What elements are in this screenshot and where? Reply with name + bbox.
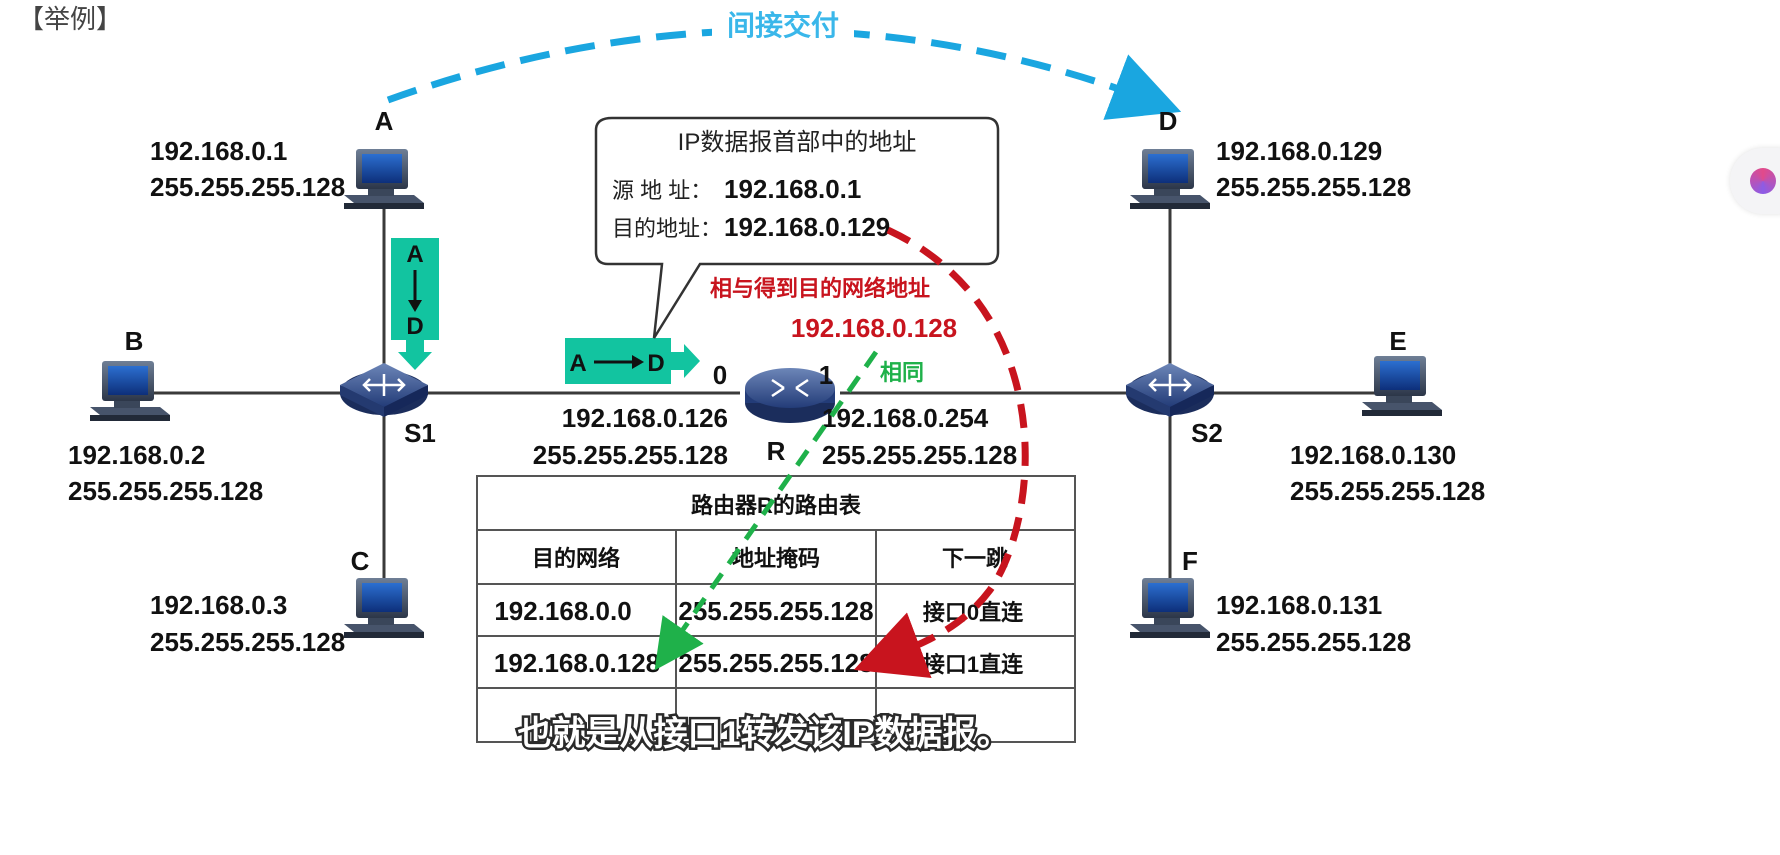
packet-vertical-from: A [406,241,423,268]
brain-icon [1750,168,1776,194]
host-b-mask: 255.255.255.128 [68,476,263,506]
host-e: E 192.168.0.130 255.255.255.128 [1290,326,1485,506]
router-port0-label: 0 [713,360,727,390]
host-a-name: A [375,106,394,136]
host-a-ip: 192.168.0.1 [150,136,287,166]
host-b-name: B [125,326,144,356]
same-network-arrow [654,350,879,671]
switch-s1: S1 [338,361,436,448]
packet-horizontal-to: D [647,350,664,377]
host-d-mask: 255.255.255.128 [1216,172,1411,202]
routing-table-title: 路由器R的路由表 [691,493,862,518]
same-label: 相同 [880,360,924,385]
router-port1-mask: 255.255.255.128 [822,440,1017,470]
and-result-value: 192.168.0.128 [791,313,957,343]
host-b: B 192.168.0.2 255.255.255.128 [68,326,263,506]
host-c: C 192.168.0.3 255.255.255.128 [150,546,424,657]
host-a-mask: 255.255.255.128 [150,172,345,202]
host-d-name: D [1159,106,1178,136]
assistant-side-button[interactable] [1730,148,1780,214]
routing-table-cell: 255.255.255.128 [678,596,873,626]
routing-table-cell: 接口1直连 [923,652,1024,677]
router-name: R [767,436,786,466]
router-port0-mask: 255.255.255.128 [533,440,728,470]
packet-vertical: A D [391,238,439,370]
callout-src-label: 源 地 址： [612,178,712,203]
host-e-name: E [1389,326,1406,356]
router-port1-label: 1 [819,360,833,390]
subtitle-caption: 也就是从接口1转发该IP数据报。 [517,715,1010,753]
packet-horizontal: A D [565,338,700,384]
router-r: R 0 1 192.168.0.126 255.255.255.128 192.… [533,360,1017,470]
host-f: F 192.168.0.131 255.255.255.128 [1130,546,1411,657]
packet-horizontal-from: A [569,350,586,377]
host-c-ip: 192.168.0.3 [150,590,287,620]
host-a: A 192.168.0.1 255.255.255.128 [150,106,424,209]
switch-s2-label: S2 [1191,418,1223,448]
and-result-label: 相与得到目的网络地址 [710,276,930,301]
host-b-ip: 192.168.0.2 [68,440,205,470]
host-f-mask: 255.255.255.128 [1216,627,1411,657]
host-f-name: F [1182,546,1198,576]
example-label: 【举例】 [18,4,122,34]
host-d-ip: 192.168.0.129 [1216,136,1382,166]
header-address-callout: IP数据报首部中的地址 源 地 址： 192.168.0.1 目的地址： 192… [594,116,1000,339]
router-port1-ip: 192.168.0.254 [822,403,989,433]
callout-title: IP数据报首部中的地址 [678,129,917,156]
routing-table-header: 目的网络 [532,546,620,571]
host-e-mask: 255.255.255.128 [1290,476,1485,506]
routing-table-cell: 192.168.0.128 [494,648,660,678]
callout-dst-value: 192.168.0.129 [724,212,890,242]
callout-dst-label: 目的地址： [612,216,722,241]
host-c-mask: 255.255.255.128 [150,627,345,657]
routing-table-cell: 接口0直连 [923,600,1024,625]
host-c-name: C [351,546,370,576]
switch-s1-label: S1 [404,418,436,448]
host-f-ip: 192.168.0.131 [1216,590,1382,620]
packet-vertical-to: D [406,313,423,340]
routing-table-cell: 192.168.0.0 [494,596,631,626]
routing-table-cell: 255.255.255.128 [678,648,873,678]
and-path-arrow [853,226,1029,679]
callout-src-value: 192.168.0.1 [724,174,861,204]
router-port0-ip: 192.168.0.126 [562,403,728,433]
switch-s2: S2 [1124,361,1223,448]
host-e-ip: 192.168.0.130 [1290,440,1456,470]
indirect-delivery-label: 间接交付 [727,9,839,41]
routing-table-header: 地址掩码 [732,546,820,571]
host-d: D 192.168.0.129 255.255.255.128 [1130,106,1411,209]
routing-table-header: 下一跳 [942,546,1008,571]
routing-table: 路由器R的路由表 目的网络 地址掩码 下一跳 192.168.0.0 255.2… [476,475,1076,743]
